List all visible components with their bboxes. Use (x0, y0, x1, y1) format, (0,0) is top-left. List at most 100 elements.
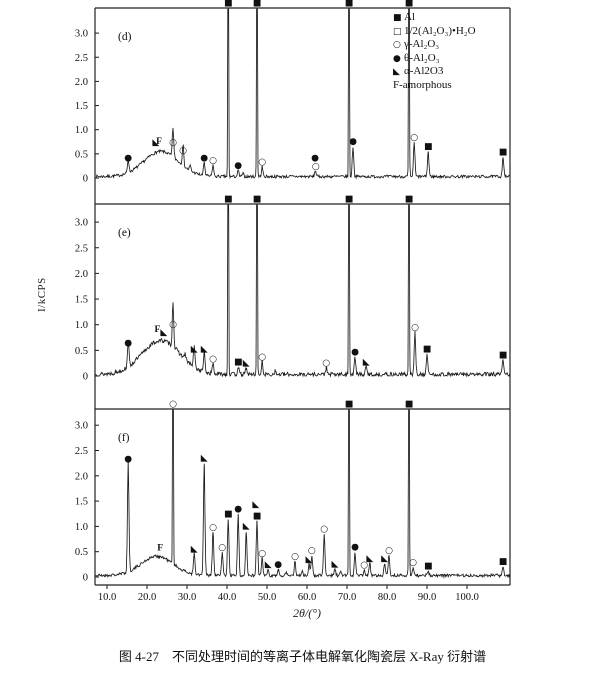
diffraction-trace (95, 409, 511, 579)
legend-item-0: ■ Al (393, 11, 523, 25)
clipped-peak-marker-icon: ○ (169, 400, 177, 410)
y-axis-title: I/kCPS (36, 277, 48, 312)
phase-marker-icon: ● (274, 560, 282, 570)
clipped-peak-marker-icon: ■ (253, 0, 262, 9)
phase-marker-icon: ■ (423, 344, 432, 354)
y-tick-label: 0 (83, 573, 88, 584)
x-tick-label: 40.0 (218, 592, 236, 603)
phase-marker-icon: ■ (499, 148, 508, 158)
y-tick-label: 1.5 (75, 497, 88, 508)
legend-label: Al (404, 11, 415, 23)
legend-label: θ-Al₂O₃ (404, 51, 440, 64)
y-tick-label: 0.5 (75, 346, 88, 357)
legend-item-2: ○ γ-Al₂O₃ (393, 38, 523, 52)
phase-marker-icon: ○ (169, 320, 177, 330)
y-tick-label: 0 (83, 174, 88, 185)
xrd-plot: 10.0 20.0 30.0 40.0 50.0 60.0 70.0 80.0 90.0 100.… (75, 0, 511, 603)
y-tick-label: 3.0 (75, 218, 88, 229)
phase-marker-icon: ● (351, 543, 359, 553)
legend-item-5: F-amorphous (393, 79, 523, 92)
clipped-peak-marker-icon: ■ (405, 0, 414, 9)
phase-marker-icon: ◣ (152, 138, 159, 148)
legend-symbol-icon: ◣ (393, 67, 400, 78)
phase-marker-icon: ◣ (243, 521, 250, 531)
x-tick-label: 30.0 (178, 592, 196, 603)
phase-markers: ●◣◣○○■●◣■○◣ ●○ ◣○○◣●○◣ ◣○○ ■ ■◣○ ■ ■ (124, 400, 507, 572)
phase-marker-icon: ○ (209, 355, 217, 365)
phase-marker-icon: ■ (424, 561, 433, 571)
x-tick-label: 100.0 (455, 592, 479, 603)
panel-label: (e) (118, 227, 131, 239)
phase-marker-icon: ● (351, 348, 359, 358)
clipped-peak-marker-icon: ■ (345, 195, 354, 205)
phase-marker-icon: ○ (179, 146, 187, 156)
phase-marker-icon: ○ (308, 546, 316, 556)
phase-marker-icon: ■ (499, 557, 508, 567)
y-tick-label: 1.0 (75, 522, 88, 533)
y-tick-label: 2.0 (75, 471, 88, 482)
y-tick-label: 2.5 (75, 243, 88, 254)
x-tick-label: 60.0 (298, 592, 316, 603)
phase-marker-icon: ◣ (363, 357, 370, 367)
legend-label: α-Al2O3 (404, 65, 444, 78)
legend-item-3: ● θ-Al₂O₃ (393, 52, 523, 66)
phase-marker-icon: ◣ (381, 554, 388, 564)
phase-marker-icon: ◣ (160, 328, 167, 338)
phase-marker-icon: ○ (322, 358, 330, 368)
phase-marker-icon: ○ (209, 523, 217, 533)
phase-marker-icon: ● (124, 153, 132, 163)
phase-marker-icon: ◣ (306, 555, 313, 565)
phase-marker-icon: ○ (385, 546, 393, 556)
figure-caption: 图 4-27 不同处理时间的等离子体电解氧化陶瓷层 X-Ray 衍射谱 (118, 649, 487, 664)
phase-markers: ●◣○◣ ◣○ ■ ◣○○●◣○■■■ ■ ■ ■ (124, 195, 507, 369)
phase-marker-icon: ○ (360, 560, 368, 570)
phase-marker-icon: ○ (291, 552, 299, 562)
phase-marker-icon: ◣ (201, 344, 208, 354)
y-tick-label: 3.0 (75, 29, 88, 40)
panel-d: 00.51.01.52.02.53.0 (d)●◣ ○○● ○● ○● ○■■●○■ ■ ■ ■… (75, 0, 510, 185)
phase-marker-icon: ○ (312, 162, 320, 172)
legend-symbol-icon: ■ (393, 13, 402, 23)
phase-marker-icon: ◣ (201, 454, 208, 464)
phase-marker-icon: ◣ (191, 545, 198, 555)
phase-marker-icon: ○ (258, 353, 266, 363)
x-tick-label: 70.0 (338, 592, 356, 603)
phase-legend: ■ Al □ 1/2(Al₂O₃)•H₂O ○ γ-Al₂O₃ ● θ-Al₂O₃ ◣ α-Al2… (393, 11, 523, 92)
phase-marker-icon: ○ (258, 549, 266, 559)
phase-marker-icon: ● (124, 338, 132, 348)
clipped-peak-marker-icon: ■ (224, 0, 233, 9)
y-tick-label: 2.0 (75, 77, 88, 88)
phase-marker-icon: ◣ (191, 344, 198, 354)
y-tick-label: 1.0 (75, 320, 88, 331)
y-tick-label: 0 (83, 372, 88, 383)
clipped-peak-marker-icon: ■ (224, 195, 233, 205)
panel-e: 00.51.01.52.02.53.0(e)●◣○◣ ◣○ ■ ◣○○●◣○■■■ ■ ■… (75, 195, 511, 383)
amorphous-label: F (154, 325, 160, 335)
phase-marker-icon: ● (234, 161, 242, 171)
y-tick-label: 2.5 (75, 53, 88, 64)
phase-marker-icon: ◣ (265, 560, 272, 570)
panel-label: (d) (118, 31, 132, 43)
y-tick-label: 2.5 (75, 446, 88, 457)
amorphous-label: F (157, 544, 163, 554)
clipped-peak-marker-icon: ■ (405, 400, 414, 410)
clipped-peak-marker-icon: ■ (345, 400, 354, 410)
legend-symbol-icon: ● (393, 53, 401, 64)
y-tick-label: 0.5 (75, 547, 88, 558)
phase-marker-icon: ○ (209, 156, 217, 166)
clipped-peak-marker-icon: ■ (345, 0, 354, 9)
phase-marker-icon: ■ (234, 357, 243, 367)
legend-label: 1/2(Al₂O₃)•H₂O (404, 24, 476, 37)
legend-label: F-amorphous (393, 78, 452, 91)
clipped-peak-marker-icon: ■ (253, 195, 262, 205)
phase-marker-icon: ○ (169, 138, 177, 148)
phase-marker-icon: ● (234, 504, 242, 514)
phase-marker-icon: ○ (411, 323, 419, 333)
phase-marker-icon: ■ (499, 351, 508, 361)
phase-marker-icon: ○ (218, 543, 226, 553)
phase-marker-icon: ◣ (252, 500, 259, 510)
panel-f: 00.51.01.52.02.53.0(f)●◣◣○○■●◣■○◣ ●○ ◣○○◣●… (75, 400, 511, 584)
x-tick-label: 80.0 (378, 592, 396, 603)
phase-marker-icon: ◣ (366, 554, 373, 564)
